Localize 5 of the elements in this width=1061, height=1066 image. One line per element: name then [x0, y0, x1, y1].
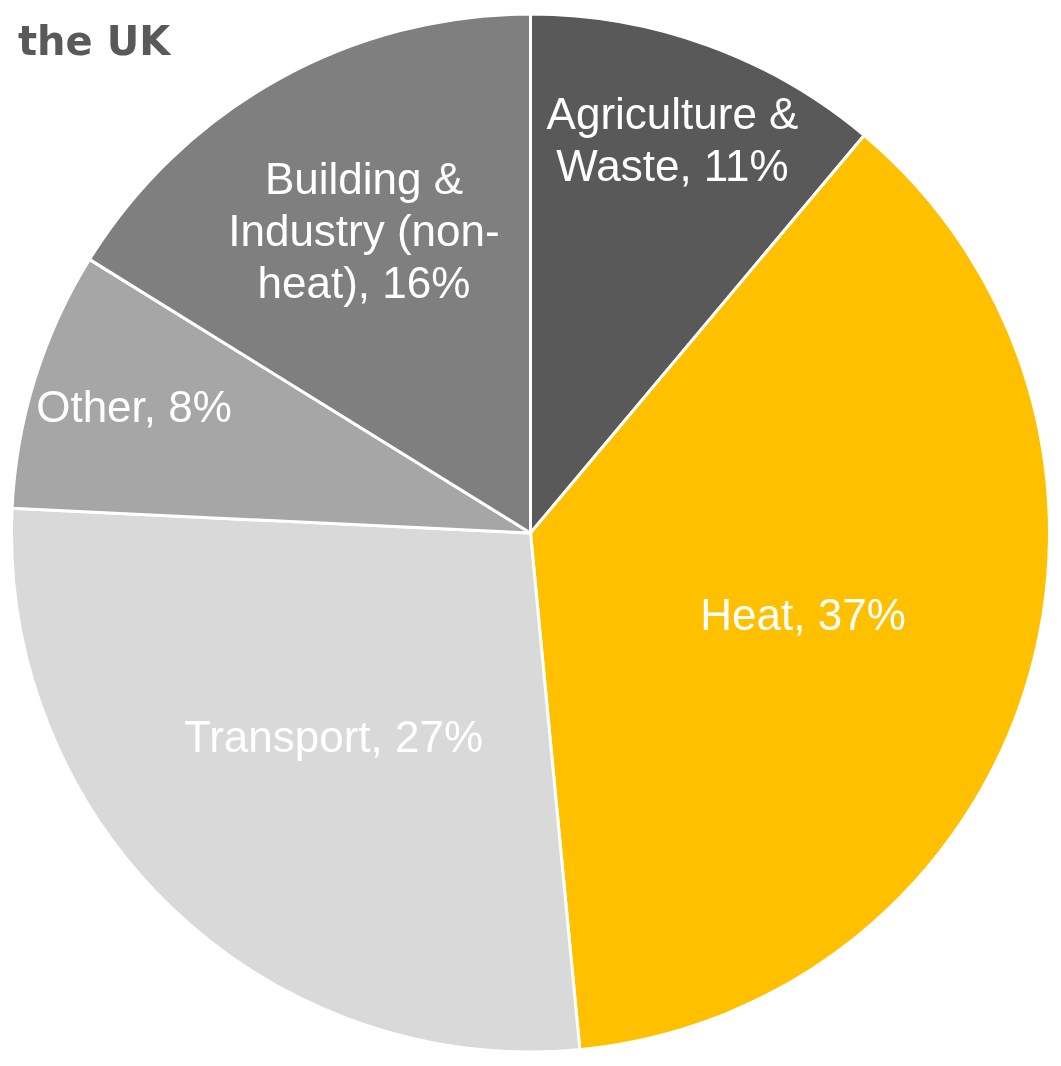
slice-label: Agriculture & Waste, 11% — [546, 88, 799, 190]
slice-label: Heat, 37% — [700, 589, 906, 639]
slice-label: Building & Industry (non-heat), 16% — [228, 153, 500, 307]
chart-title: the UK — [18, 18, 171, 64]
slice-label: Other, 8% — [36, 381, 232, 431]
